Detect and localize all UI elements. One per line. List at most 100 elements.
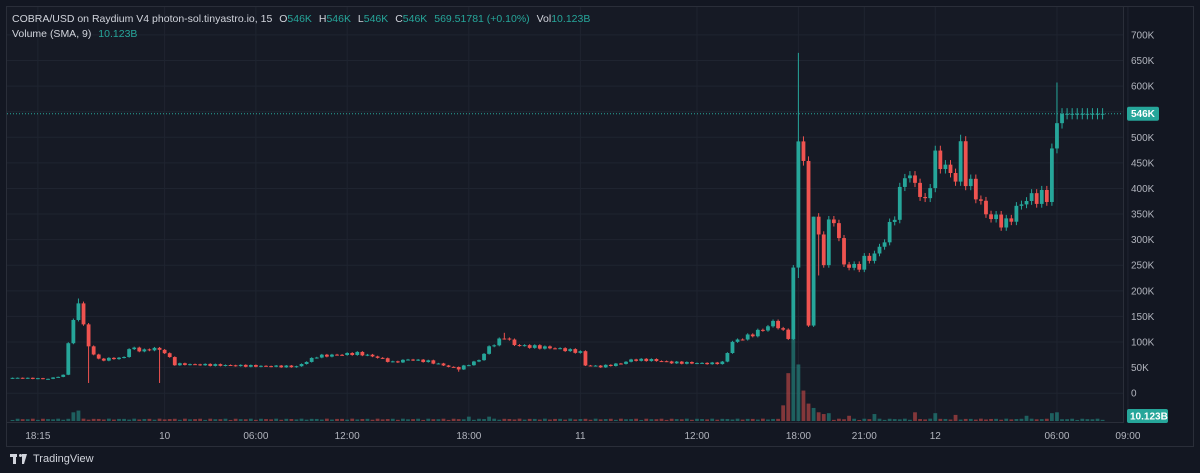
tradingview-brand[interactable]: TradingView bbox=[10, 453, 94, 465]
candle-body bbox=[46, 378, 50, 380]
candle-body bbox=[583, 351, 588, 366]
candle-body bbox=[740, 339, 745, 341]
time-axis[interactable] bbox=[6, 423, 1194, 447]
price-axis[interactable] bbox=[1124, 6, 1194, 423]
volume-bar bbox=[385, 419, 390, 421]
volume-bar bbox=[700, 419, 704, 421]
volume-bar bbox=[923, 419, 928, 421]
candle-body bbox=[477, 360, 481, 362]
volume-bar bbox=[406, 419, 410, 421]
candle-body bbox=[659, 361, 664, 363]
tradingview-logo-icon bbox=[10, 454, 28, 464]
candle-body bbox=[1024, 201, 1029, 205]
volume-bar bbox=[390, 418, 395, 421]
candle-body bbox=[548, 346, 552, 349]
candle-body bbox=[330, 354, 334, 357]
volume-bar bbox=[76, 410, 81, 421]
candle-body bbox=[613, 363, 618, 367]
candle-body bbox=[223, 365, 228, 367]
volume-bar bbox=[882, 419, 887, 421]
volume-bar bbox=[1009, 419, 1014, 421]
candle-body bbox=[395, 361, 400, 363]
candle-body bbox=[979, 199, 983, 201]
last-price-badge bbox=[1127, 106, 1159, 121]
volume-bar bbox=[963, 418, 968, 421]
volume-bar bbox=[619, 418, 623, 421]
volume-bar bbox=[309, 418, 314, 421]
volume-bar bbox=[147, 418, 152, 421]
volume-bar bbox=[902, 418, 907, 421]
candlestick-chart[interactable]: 700K650K600K550K500K450K400K350K300K250K… bbox=[0, 0, 1200, 447]
candle-body bbox=[791, 267, 796, 339]
candle-body bbox=[963, 141, 968, 187]
volume-bar bbox=[25, 419, 30, 421]
volume-bar bbox=[304, 419, 309, 421]
volume-bar bbox=[416, 418, 421, 421]
volume-bar bbox=[456, 419, 461, 421]
candle-body bbox=[700, 362, 704, 364]
candle-body bbox=[760, 329, 765, 331]
volume-bar bbox=[446, 419, 451, 421]
y-tick-label: 700K bbox=[1131, 30, 1155, 41]
volume-bar bbox=[593, 418, 598, 421]
candle-body bbox=[213, 364, 218, 366]
candle-body bbox=[472, 361, 476, 366]
candle-body bbox=[421, 359, 426, 363]
volume-bar bbox=[897, 419, 902, 421]
volume-bar bbox=[710, 418, 715, 421]
volume-bar bbox=[431, 419, 436, 421]
candle-body bbox=[923, 196, 928, 199]
volume-bar bbox=[1044, 418, 1049, 421]
y-tick-label: 450K bbox=[1131, 158, 1155, 169]
candle-body bbox=[705, 362, 710, 365]
volume-bar bbox=[608, 418, 613, 421]
volume-bar bbox=[106, 418, 111, 421]
candle-body bbox=[482, 353, 486, 361]
candle-body bbox=[112, 357, 116, 360]
low-value: 546K bbox=[363, 13, 389, 25]
volume-bar bbox=[203, 419, 208, 421]
candle-body bbox=[431, 360, 436, 364]
candle-body bbox=[821, 234, 826, 266]
volume-bar bbox=[816, 412, 821, 421]
volume-bar bbox=[755, 419, 760, 421]
x-tick-label: 12 bbox=[930, 431, 942, 442]
candle-body bbox=[492, 345, 497, 347]
volume-bar bbox=[441, 418, 446, 421]
volume-bar bbox=[15, 418, 20, 421]
volume-bar bbox=[913, 412, 917, 421]
candle-body bbox=[801, 141, 806, 161]
x-tick-label: 18:15 bbox=[25, 431, 50, 442]
candle-body bbox=[908, 175, 912, 179]
x-tick-label: 09:00 bbox=[1115, 431, 1140, 442]
volume-bar bbox=[1029, 418, 1034, 421]
volume-bar bbox=[81, 418, 86, 421]
volume-bar bbox=[1039, 419, 1044, 421]
candle-body bbox=[573, 349, 578, 353]
symbol-title: COBRA/USD on Raydium V4 photon-sol.tinya… bbox=[12, 13, 273, 25]
candle-body bbox=[1014, 205, 1019, 222]
y-tick-label: 500K bbox=[1131, 133, 1155, 144]
candle-body bbox=[948, 164, 953, 174]
x-tick-label: 18:00 bbox=[456, 431, 481, 442]
symbol-legend: COBRA/USD on Raydium V4 photon-sol.tinya… bbox=[12, 13, 590, 25]
candle-body bbox=[466, 365, 471, 367]
volume-bar bbox=[690, 419, 694, 421]
volume-bar bbox=[66, 418, 71, 421]
volume-bar bbox=[248, 418, 253, 421]
volume-bar bbox=[1055, 412, 1059, 421]
candle-body bbox=[502, 338, 507, 340]
volume-bar bbox=[193, 419, 197, 421]
volume-bar bbox=[1100, 419, 1105, 421]
candle-body bbox=[882, 242, 887, 247]
candle-body bbox=[710, 362, 715, 365]
volume-bar bbox=[634, 418, 639, 421]
candle-body bbox=[456, 367, 461, 370]
volume-bar bbox=[183, 418, 187, 421]
candle-body bbox=[487, 346, 492, 354]
volume-bar bbox=[91, 418, 96, 421]
volume-bar bbox=[20, 419, 25, 421]
candle-body bbox=[918, 182, 922, 197]
candle-body bbox=[999, 214, 1004, 228]
candle-body bbox=[624, 361, 628, 364]
